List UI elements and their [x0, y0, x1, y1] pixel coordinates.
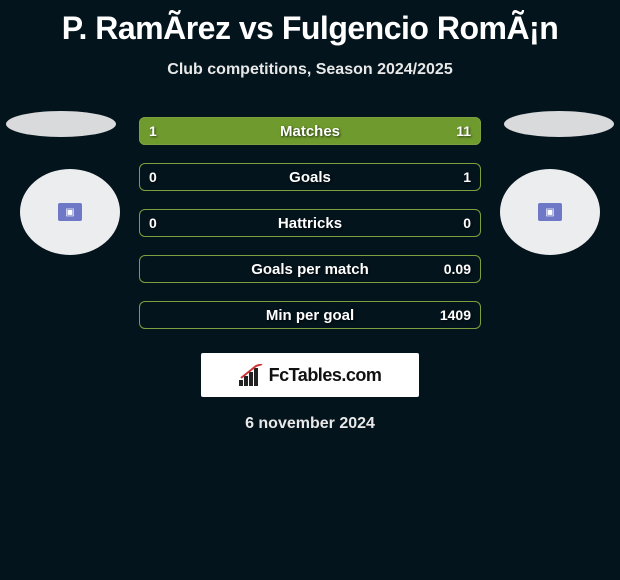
bar-label: Matches — [139, 123, 481, 140]
fctables-icon — [239, 364, 265, 386]
image-placeholder-icon: ▣ — [545, 207, 554, 218]
bar-label: Goals — [139, 169, 481, 186]
bar-right-value: 0 — [463, 215, 471, 231]
left-disc: ▣ — [20, 169, 120, 255]
bar-right-value: 1409 — [440, 307, 471, 323]
bar-right-value: 1 — [463, 169, 471, 185]
stat-bar-row: 0Hattricks0 — [139, 209, 481, 237]
bar-label: Min per goal — [139, 307, 481, 324]
comparison-chart: ▣ ▣ 1Matches110Goals10Hattricks0Goals pe… — [0, 117, 620, 433]
bar-label: Hattricks — [139, 215, 481, 232]
bar-label: Goals per match — [139, 261, 481, 278]
stat-bar-row: 1Matches11 — [139, 117, 481, 145]
subtitle: Club competitions, Season 2024/2025 — [0, 61, 620, 79]
right-ellipse — [504, 111, 614, 137]
stat-bars: 1Matches110Goals10Hattricks0Goals per ma… — [139, 117, 481, 329]
page-title: P. RamÃ­rez vs Fulgencio RomÃ¡n — [0, 0, 620, 47]
stat-bar-row: Goals per match0.09 — [139, 255, 481, 283]
bar-right-value: 11 — [456, 123, 471, 139]
stat-bar-row: 0Goals1 — [139, 163, 481, 191]
left-badge: ▣ — [58, 203, 82, 221]
image-placeholder-icon: ▣ — [65, 207, 74, 218]
right-disc: ▣ — [500, 169, 600, 255]
source-logo: FcTables.com — [201, 353, 419, 397]
right-badge: ▣ — [538, 203, 562, 221]
date-label: 6 november 2024 — [0, 415, 620, 433]
stat-bar-row: Min per goal1409 — [139, 301, 481, 329]
logo-text: FcTables.com — [269, 365, 382, 386]
left-ellipse — [6, 111, 116, 137]
bar-right-value: 0.09 — [444, 261, 471, 277]
